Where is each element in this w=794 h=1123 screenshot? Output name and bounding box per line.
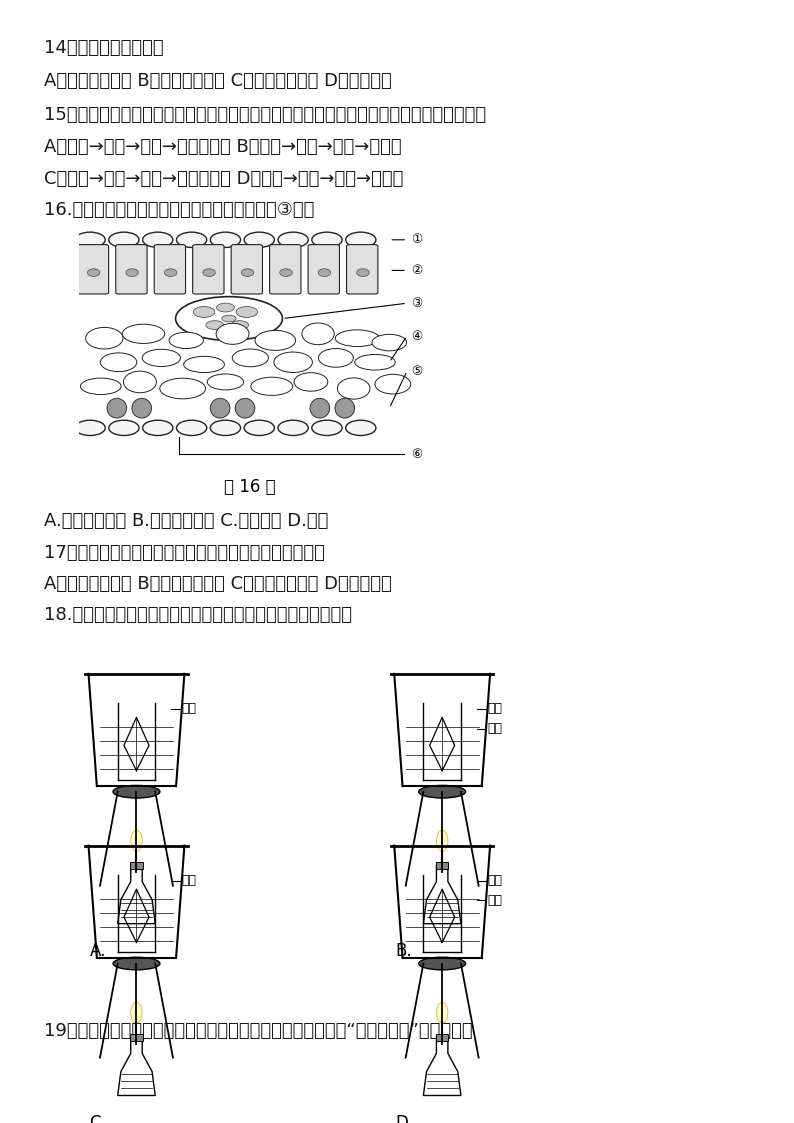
Text: 14．血液属于（　　）: 14．血液属于（ ） <box>44 39 164 57</box>
Text: 17．农业生产上充分利用光照提高产量的措施是（　　）: 17．农业生产上充分利用光照提高产量的措施是（ ） <box>44 544 325 562</box>
Text: 18.下列实验装置中，能安全地使叶片的颜色退去的是（　　）: 18.下列实验装置中，能安全地使叶片的颜色退去的是（ ） <box>44 606 352 624</box>
Text: 题 16 图: 题 16 图 <box>224 478 276 496</box>
Text: A．农田松土　　 B．合理密植　　 C．带土移栽　　 D．人工授粉: A．农田松土 B．合理密植 C．带土移栽 D．人工授粉 <box>44 575 391 593</box>
Text: A．上皮组织　　 B．肌肉组织　　 C．结缔组织　　 D．神经组织: A．上皮组织 B．肌肉组织 C．结缔组织 D．神经组织 <box>44 72 391 90</box>
Text: A．细胞→组织→器官→植物体　　 B．细胞→组织→系统→植物体: A．细胞→组织→器官→植物体 B．细胞→组织→系统→植物体 <box>44 138 401 156</box>
Text: 16.右图是叶片横切面的结构示意图，其中标号③的是: 16.右图是叶片横切面的结构示意图，其中标号③的是 <box>44 201 314 219</box>
Text: A.栏栏组织　　 B.海绵组织　　 C.气孔　　 D.叶脉: A.栏栏组织 B.海绵组织 C.气孔 D.叶脉 <box>44 512 328 530</box>
Text: 15．惠州丰渚园风景优美，是市民公认的最佳赏荷网红打卡地。荷花的结构层次是（　　）: 15．惠州丰渚园风景优美，是市民公认的最佳赏荷网红打卡地。荷花的结构层次是（ ） <box>44 106 486 124</box>
Text: C．细胞→器官→系统→植物体　　 D．细胞→器官→组织→植物体: C．细胞→器官→系统→植物体 D．细胞→器官→组织→植物体 <box>44 170 403 188</box>
Text: 19．如将细胞比作汽车，在细胞结构中为生命活动提供动力的“汽车发动机”是（　　）: 19．如将细胞比作汽车，在细胞结构中为生命活动提供动力的“汽车发动机”是（ ） <box>44 1022 472 1040</box>
